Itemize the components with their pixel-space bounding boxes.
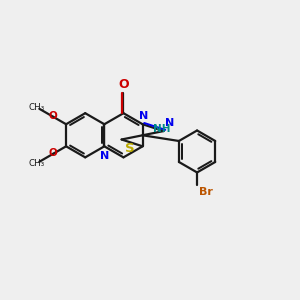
Text: O: O <box>118 78 129 92</box>
Text: S: S <box>124 142 134 155</box>
Text: O: O <box>49 148 58 158</box>
Text: N: N <box>100 151 109 161</box>
Text: N: N <box>139 111 148 121</box>
Text: CH₃: CH₃ <box>28 159 45 168</box>
Text: N: N <box>165 118 174 128</box>
Text: NH: NH <box>153 124 170 134</box>
Text: Br: Br <box>199 187 212 196</box>
Text: O: O <box>49 111 58 121</box>
Text: CH₃: CH₃ <box>28 103 45 112</box>
